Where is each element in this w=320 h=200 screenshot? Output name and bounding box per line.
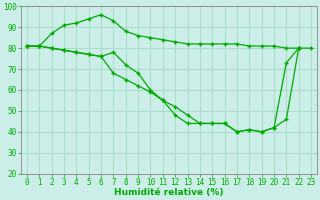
X-axis label: Humidité relative (%): Humidité relative (%) xyxy=(114,188,224,197)
